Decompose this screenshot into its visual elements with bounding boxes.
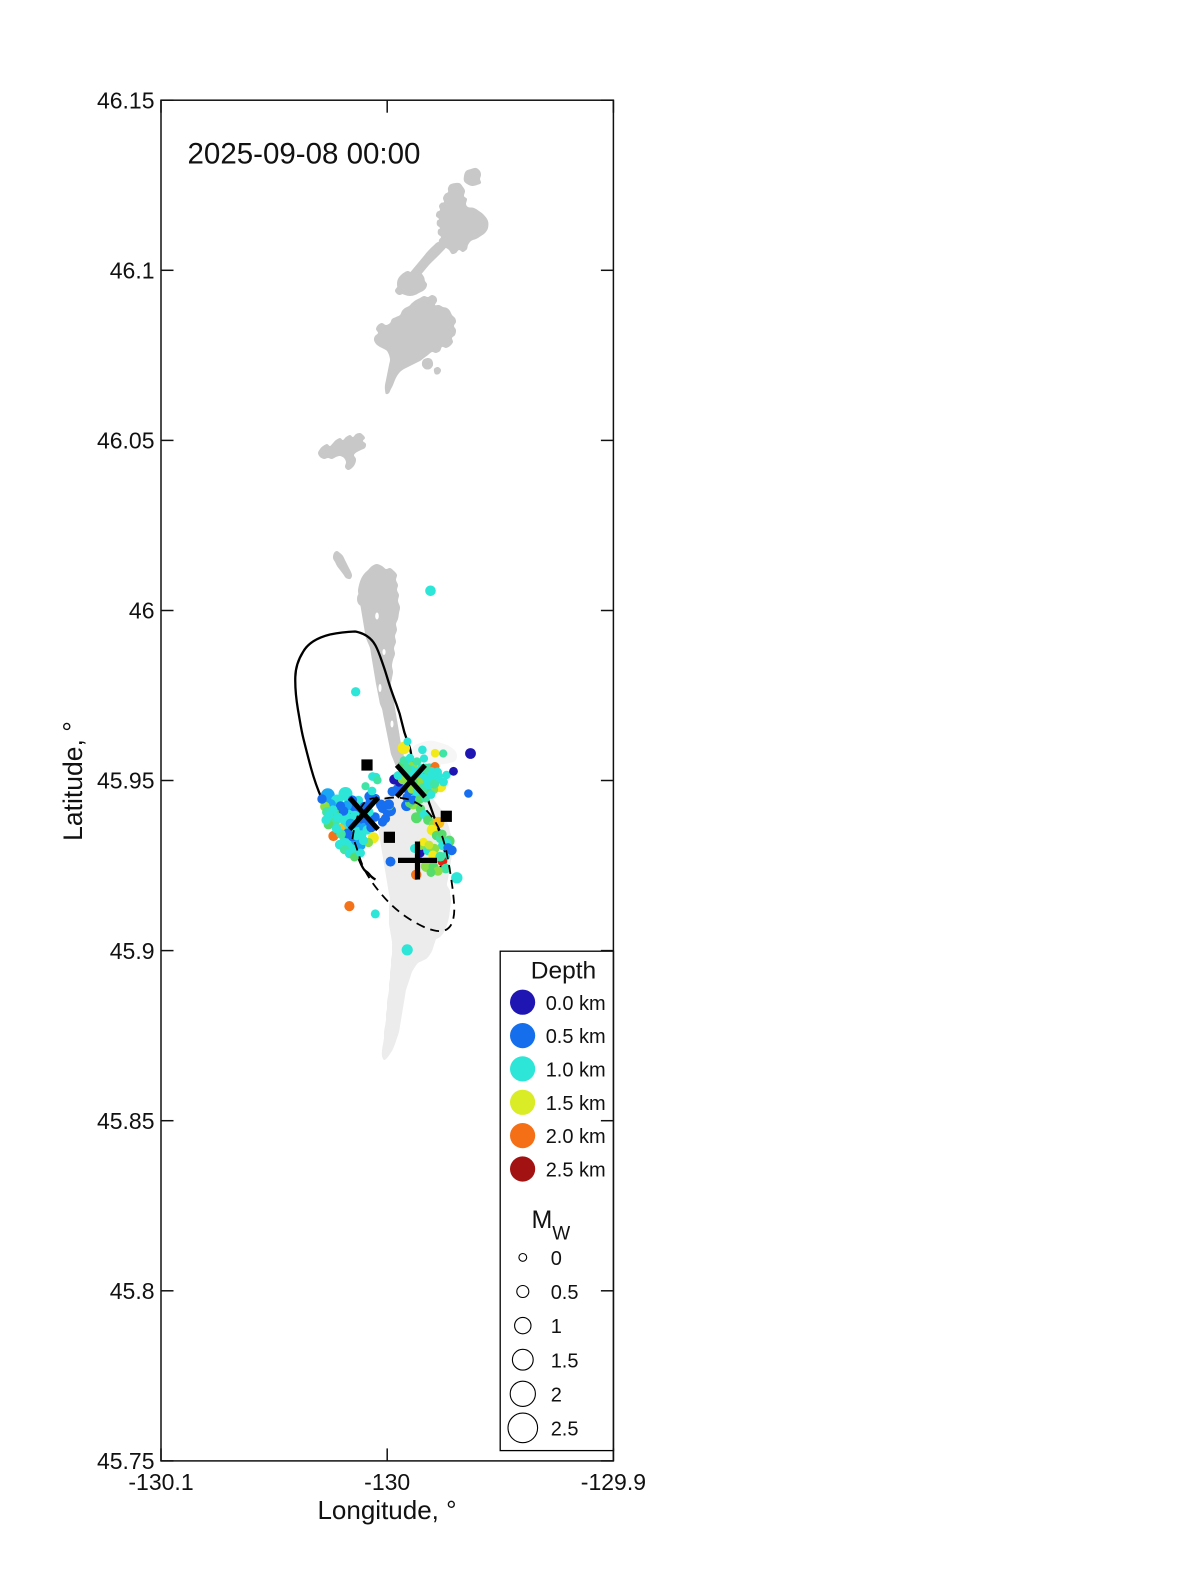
svg-text:45.75: 45.75 [97,1448,155,1474]
svg-text:2: 2 [551,1384,562,1406]
svg-text:46.05: 46.05 [97,428,155,454]
svg-text:45.95: 45.95 [97,768,155,794]
svg-text:-130.1: -130.1 [128,1469,193,1495]
svg-text:-130: -130 [364,1469,410,1495]
svg-text:0: 0 [551,1248,562,1270]
svg-text:1.0 km: 1.0 km [546,1060,606,1082]
svg-text:45.85: 45.85 [97,1108,155,1134]
svg-text:45.8: 45.8 [110,1278,155,1304]
svg-text:0.5 km: 0.5 km [546,1026,606,1048]
svg-text:Longitude, °: Longitude, ° [317,1495,456,1525]
svg-text:46: 46 [129,598,155,624]
svg-text:0.5: 0.5 [551,1282,579,1304]
svg-text:2.0 km: 2.0 km [546,1126,606,1148]
svg-text:46.1: 46.1 [110,258,155,284]
svg-text:W: W [552,1224,570,1245]
svg-text:2.5: 2.5 [551,1419,579,1441]
svg-text:2.5 km: 2.5 km [546,1160,606,1182]
svg-text:2025-09-08 00:00: 2025-09-08 00:00 [188,138,421,171]
svg-text:M: M [532,1206,553,1234]
svg-text:-129.9: -129.9 [581,1469,646,1495]
svg-text:0.0 km: 0.0 km [546,993,606,1015]
svg-text:45.9: 45.9 [110,938,155,964]
svg-text:1: 1 [551,1316,562,1338]
svg-text:1.5: 1.5 [551,1350,579,1372]
svg-text:1.5 km: 1.5 km [546,1093,606,1115]
svg-text:46.15: 46.15 [97,87,155,113]
svg-text:Latitude, °: Latitude, ° [58,721,88,841]
svg-text:Depth: Depth [531,958,596,985]
